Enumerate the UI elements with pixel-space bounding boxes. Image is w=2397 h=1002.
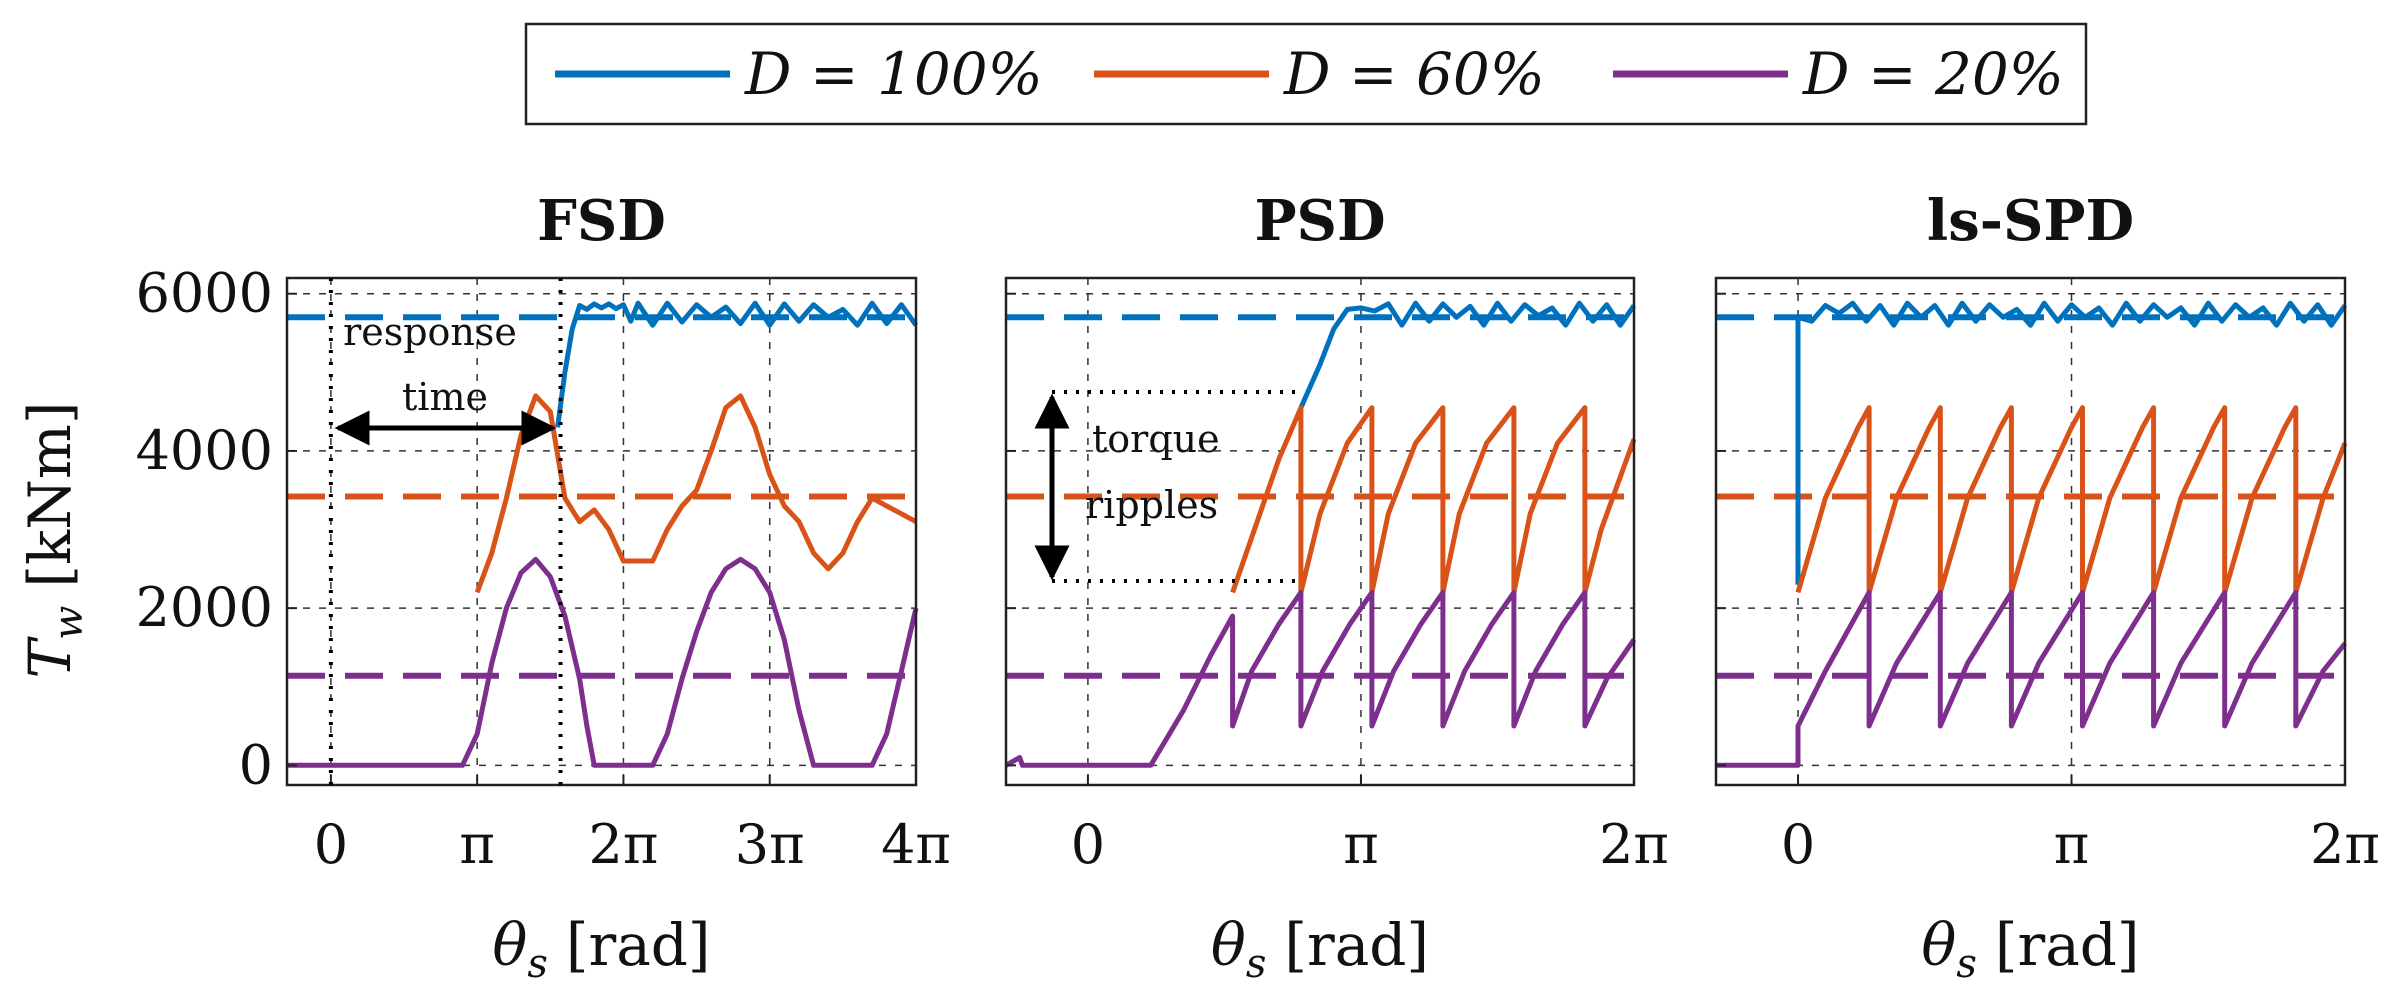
series-line-1	[1230, 405, 1637, 595]
x-tick-label: 0	[314, 813, 348, 876]
y-axis-label: Tw [kNm]	[16, 401, 92, 678]
x-axis-label: θs [rad]	[492, 911, 710, 987]
y-tick-label: 6000	[136, 262, 273, 325]
x-axis-label-subscript: s	[1956, 941, 1977, 987]
x-axis-label: θs [rad]	[1211, 911, 1429, 987]
legend-label-d100: D = 100%	[744, 40, 1043, 108]
legend-box	[524, 22, 2088, 126]
legend: D = 100% D = 60% D = 20%	[524, 22, 2088, 126]
y-axis-label-unit: [kNm]	[16, 401, 84, 587]
annotation-torque-label: torque	[1092, 417, 1220, 461]
series-line-0	[1795, 300, 2348, 585]
plot-frame	[1714, 276, 2347, 787]
panel-ls-spd: 0 π 2π ls-SPD θs [rad]	[1714, 188, 2380, 987]
y-axis-label-symbol: T	[16, 636, 84, 679]
x-axis-label-unit: [rad]	[1284, 911, 1429, 979]
y-tick-label: 4000	[136, 419, 273, 482]
annotation-torque-ripples: torque ripples	[1034, 390, 1296, 583]
series-line-2	[1716, 589, 2347, 768]
x-tick-label: 0	[1781, 813, 1815, 876]
y-axis-label-subscript: w	[46, 606, 92, 640]
x-axis-label-symbol: θ	[1211, 911, 1246, 979]
series-line-0	[555, 300, 919, 428]
plot-frame	[285, 276, 918, 787]
panel-title: FSD	[537, 188, 666, 254]
x-tick-label: 2π	[2310, 813, 2380, 876]
series-line-2	[287, 556, 919, 768]
panel-fsd: 0 π 2π 3π 4π 0 2000 4000 6000 FSD θs [rad]	[136, 188, 951, 987]
legend-label-d60: D = 60%	[1283, 40, 1545, 108]
x-axis-label-subscript: s	[527, 941, 548, 987]
legend-label-d20: D = 20%	[1802, 40, 2064, 108]
x-tick-label: π	[459, 813, 495, 876]
panel-psd: 0 π 2π PSD θs [rad]	[1004, 188, 1669, 987]
x-axis-label-symbol: θ	[1921, 911, 1956, 979]
x-tick-label: 0	[1071, 813, 1105, 876]
plot-frame	[1004, 276, 1636, 787]
x-axis-label-unit: [rad]	[566, 911, 711, 979]
y-tick-label: 2000	[136, 576, 273, 639]
x-tick-label: π	[2054, 813, 2090, 876]
annotation-ripples-label: ripples	[1085, 483, 1218, 527]
series-line-1	[1795, 405, 2348, 595]
x-axis-label-unit: [rad]	[1995, 911, 2140, 979]
series-line-2	[1004, 589, 1637, 768]
series-line-0	[1298, 300, 1637, 409]
panel-title: ls-SPD	[1927, 188, 2134, 254]
x-axis-label-symbol: θ	[492, 911, 527, 979]
x-axis-label-subscript: s	[1246, 941, 1267, 987]
x-tick-label: 2π	[1599, 813, 1669, 876]
y-tick-label: 0	[239, 733, 273, 796]
annotation-response-label: response	[343, 310, 517, 354]
x-tick-label: 4π	[881, 813, 951, 876]
panel-title: PSD	[1254, 188, 1385, 254]
x-tick-label: π	[1343, 813, 1379, 876]
x-axis-label: θs [rad]	[1921, 911, 2139, 987]
x-tick-label: 2π	[589, 813, 659, 876]
annotation-time-label: time	[402, 375, 488, 419]
x-tick-label: 3π	[735, 813, 805, 876]
annotation-response-time: response time	[334, 310, 557, 446]
